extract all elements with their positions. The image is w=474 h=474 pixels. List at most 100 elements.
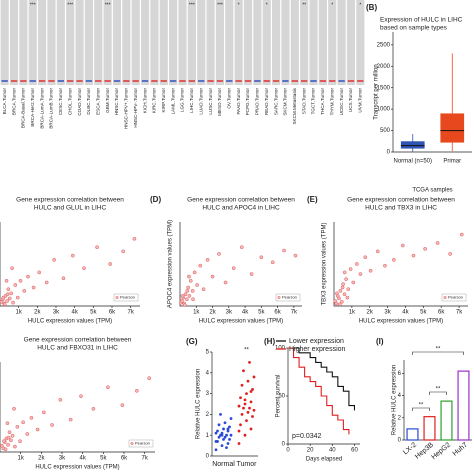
- axis: [211, 352, 258, 457]
- point: [191, 297, 195, 302]
- point: [31, 285, 36, 290]
- point: [358, 272, 363, 276]
- point: [21, 420, 25, 425]
- column: [318, 0, 327, 85]
- point: [337, 296, 341, 301]
- point: [10, 433, 15, 438]
- point: [9, 291, 14, 296]
- column: [28, 0, 37, 85]
- x-axis-label: HULC expression values (TPM): [28, 319, 112, 325]
- point: [106, 385, 110, 390]
- x-tick-label: THCA.Tumor: [320, 88, 325, 115]
- point: [13, 444, 17, 449]
- point: [223, 435, 227, 439]
- x-tick-label: 6k: [438, 310, 445, 316]
- legend-label: Pearson: [282, 295, 297, 300]
- point: [12, 406, 16, 411]
- point: [400, 243, 405, 248]
- bracket: [412, 407, 430, 411]
- point: [216, 429, 219, 433]
- point: [7, 430, 12, 435]
- point: [41, 410, 46, 415]
- x-tick-label: 1k: [349, 310, 356, 316]
- point: [231, 266, 236, 271]
- column: [346, 0, 356, 85]
- point: [226, 442, 230, 445]
- significance: *: [238, 2, 240, 8]
- x-tick-label: 40: [329, 448, 336, 454]
- point: [368, 268, 373, 273]
- x-tick-label: 7k: [456, 310, 463, 316]
- x-tick-label: LUAD.Tumor: [198, 88, 203, 115]
- chart-title: Expression of HULC in LIHC: [380, 17, 463, 24]
- y-tick-label: 4: [398, 393, 402, 399]
- point: [242, 369, 245, 373]
- point: [342, 270, 347, 275]
- point: [205, 257, 210, 262]
- survival-curve: [288, 347, 356, 411]
- point: [3, 447, 8, 452]
- panel-label: (I): [376, 337, 384, 346]
- panel-label: (H): [264, 337, 275, 346]
- x-tick-label: SKCM.Metastasis: [292, 87, 297, 124]
- point: [198, 263, 203, 268]
- y-tick-label: 2500: [377, 42, 391, 48]
- column: [281, 0, 290, 85]
- point: [270, 260, 275, 265]
- point: [5, 292, 10, 297]
- point: [459, 232, 464, 237]
- point: [249, 390, 253, 393]
- point: [223, 421, 227, 425]
- column: [122, 0, 131, 85]
- point: [220, 444, 224, 447]
- x-tick-label: 4k: [402, 310, 409, 316]
- x-tick-label: 6k: [121, 456, 128, 462]
- column: [337, 0, 346, 85]
- column: [187, 0, 196, 85]
- column: [197, 0, 206, 85]
- point: [183, 292, 188, 297]
- point: [344, 277, 348, 281]
- point: [61, 276, 66, 281]
- point: [180, 299, 184, 303]
- point: [18, 278, 23, 283]
- x-tick-label: 7k: [127, 310, 134, 316]
- point: [70, 253, 75, 258]
- axis: [333, 222, 468, 307]
- column: [112, 0, 122, 85]
- point: [187, 274, 191, 279]
- x-tick-label: BLCA.Tumor: [2, 88, 7, 115]
- point: [5, 421, 10, 426]
- point: [187, 294, 192, 298]
- chart-title: HULC and FBXO31 in LIHC: [37, 345, 118, 352]
- chart-title: HULC and APOC4 in LIHC: [202, 205, 280, 212]
- point: [248, 406, 251, 410]
- x-tick-label: BRCA.Tumor: [11, 88, 16, 116]
- point: [120, 403, 125, 408]
- x-tick-label: 3k: [53, 310, 60, 316]
- point: [9, 438, 13, 443]
- significance: ***: [189, 2, 195, 8]
- annotation: **: [436, 387, 441, 393]
- box: [440, 113, 465, 143]
- point: [346, 287, 351, 292]
- point: [363, 255, 368, 260]
- significance: *: [266, 2, 268, 8]
- point: [246, 379, 250, 383]
- point: [79, 394, 83, 399]
- y-tick-label: 6: [398, 371, 402, 377]
- x-tick-label: ESCA.Tumor: [95, 88, 100, 115]
- x-tick-label: UCS.Tumor: [348, 88, 353, 113]
- chart-title: Gene expression correlation between: [187, 197, 295, 204]
- legend-marker: [130, 442, 134, 446]
- x-tick-label: Normal (n=50): [393, 159, 432, 165]
- x-tick-label: BRCA-Her2.Tumor: [30, 88, 35, 127]
- point: [240, 383, 244, 387]
- x-tick-label: 20: [307, 448, 314, 454]
- point: [52, 257, 56, 262]
- point: [37, 270, 42, 275]
- column: [300, 0, 309, 85]
- column: [94, 0, 103, 85]
- legend-marker: [443, 296, 447, 300]
- column: [215, 0, 225, 85]
